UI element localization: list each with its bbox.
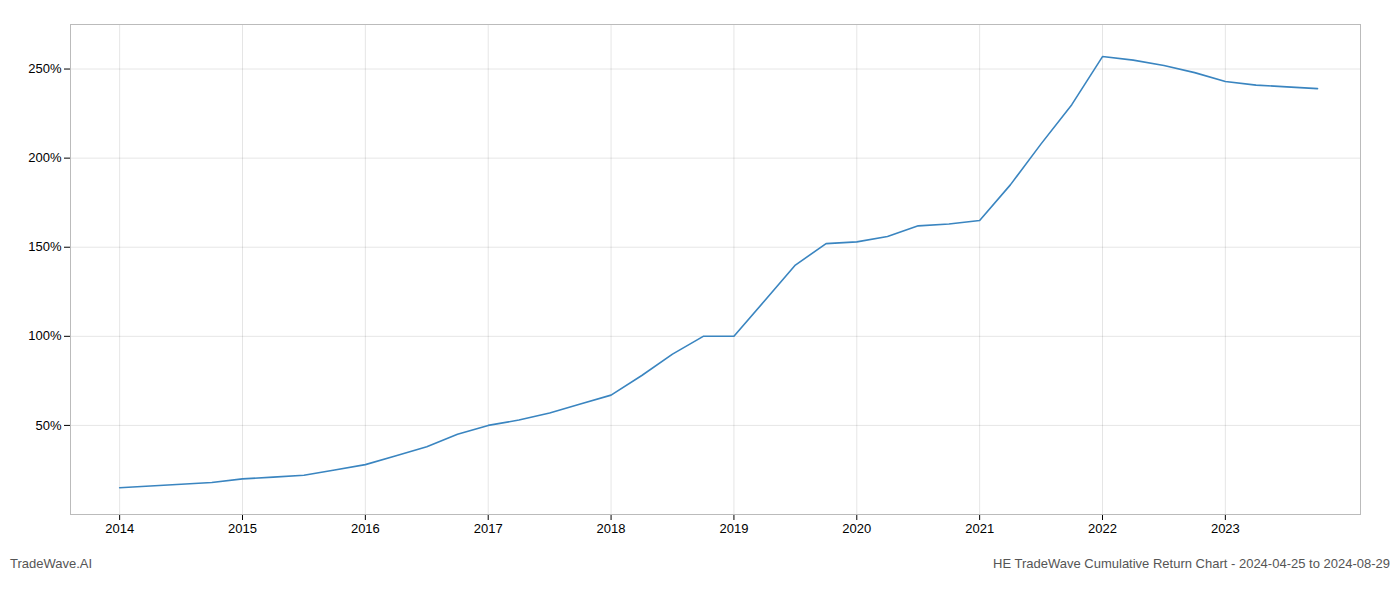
svg-text:100%: 100% [28,328,62,343]
svg-text:2020: 2020 [842,521,871,536]
svg-text:50%: 50% [35,418,61,433]
html-text:TradeWave.AI: TradeWave.AI [10,556,93,571]
svg-text:200%: 200% [28,150,62,165]
svg-text:2019: 2019 [719,521,748,536]
svg-text:2014: 2014 [105,521,134,536]
svg-text:2017: 2017 [474,521,503,536]
svg-text:150%: 150% [28,239,62,254]
svg-text:2018: 2018 [597,521,626,536]
svg-text:2016: 2016 [351,521,380,536]
html-text:HE TradeWave Cumulative Return: HE TradeWave Cumulative Return Chart - 2… [993,556,1390,571]
svg-text:2021: 2021 [965,521,994,536]
svg-text:2023: 2023 [1211,521,1240,536]
svg-text:250%: 250% [28,61,62,76]
svg-text:2022: 2022 [1088,521,1117,536]
svg-text:2015: 2015 [228,521,257,536]
